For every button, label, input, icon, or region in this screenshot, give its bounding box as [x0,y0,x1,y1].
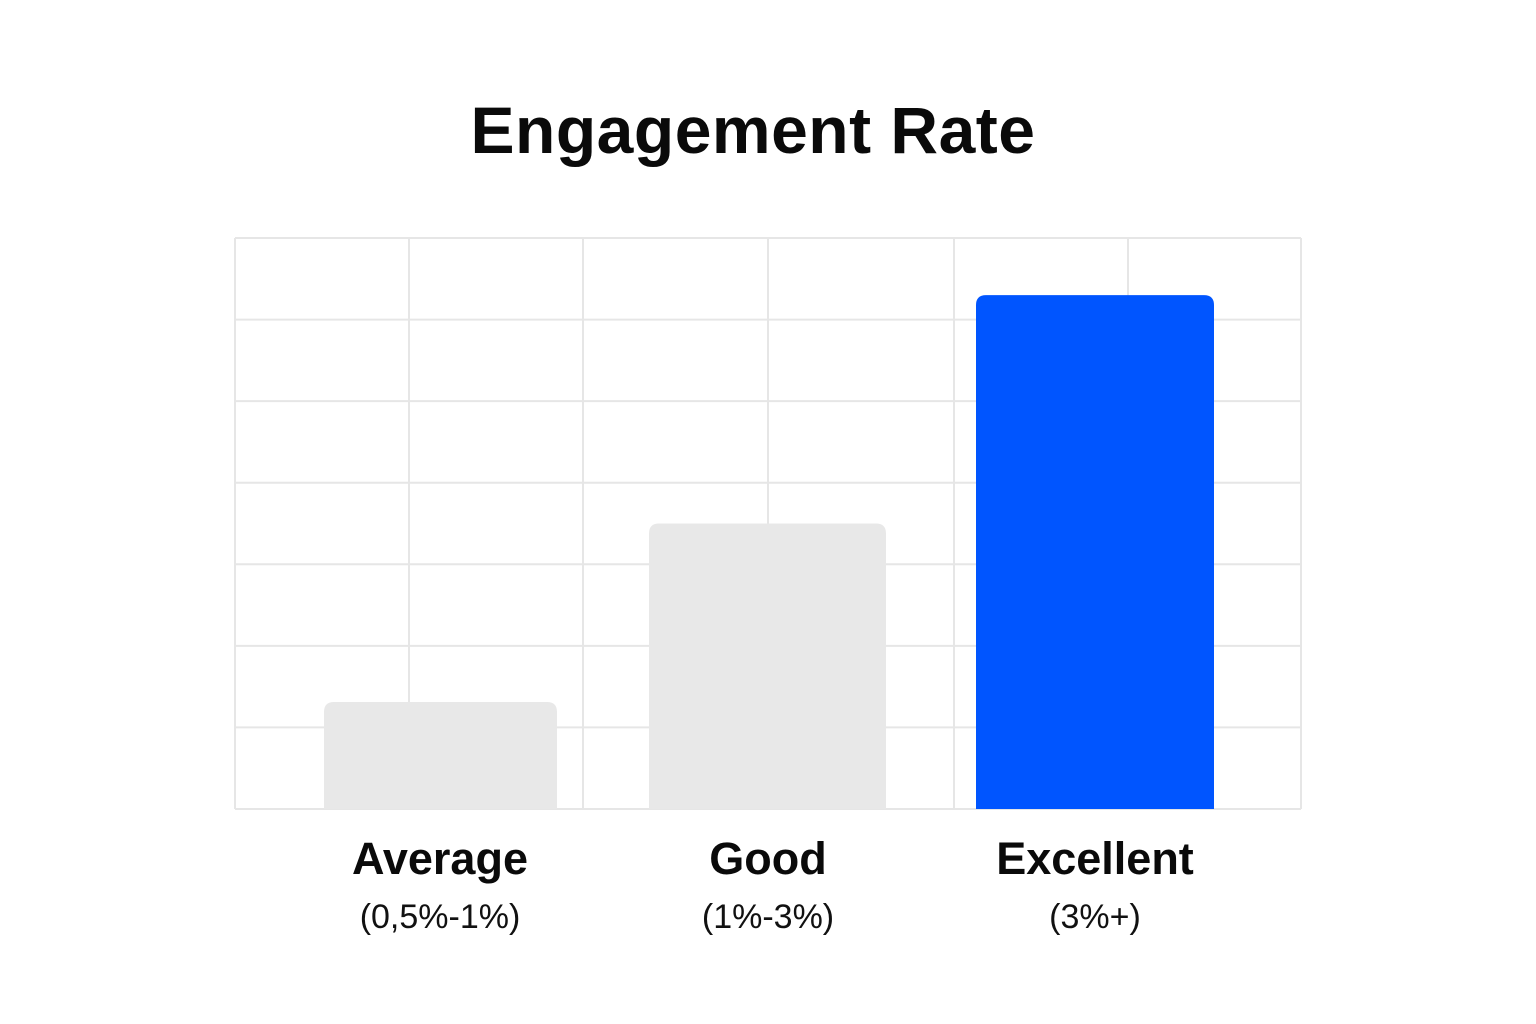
x-tick-label: Average [352,833,528,884]
x-tick-label: Good [709,833,826,884]
bar-average [324,701,557,809]
chart-bars [324,295,1214,810]
x-tick-label: Excellent [996,833,1194,884]
chart-labels: Average (0,5%-1%) Good (1%-3%) Excellent (3%+… [352,833,1194,936]
x-tick-range-label: (0,5%-1%) [360,898,521,936]
chart-title: Engagement Rate [470,93,1036,167]
bar-excellent [976,295,1214,810]
bar-good [649,523,886,809]
x-tick-range-label: (1%-3%) [702,898,834,936]
x-tick-range-label: (3%+) [1049,898,1141,936]
